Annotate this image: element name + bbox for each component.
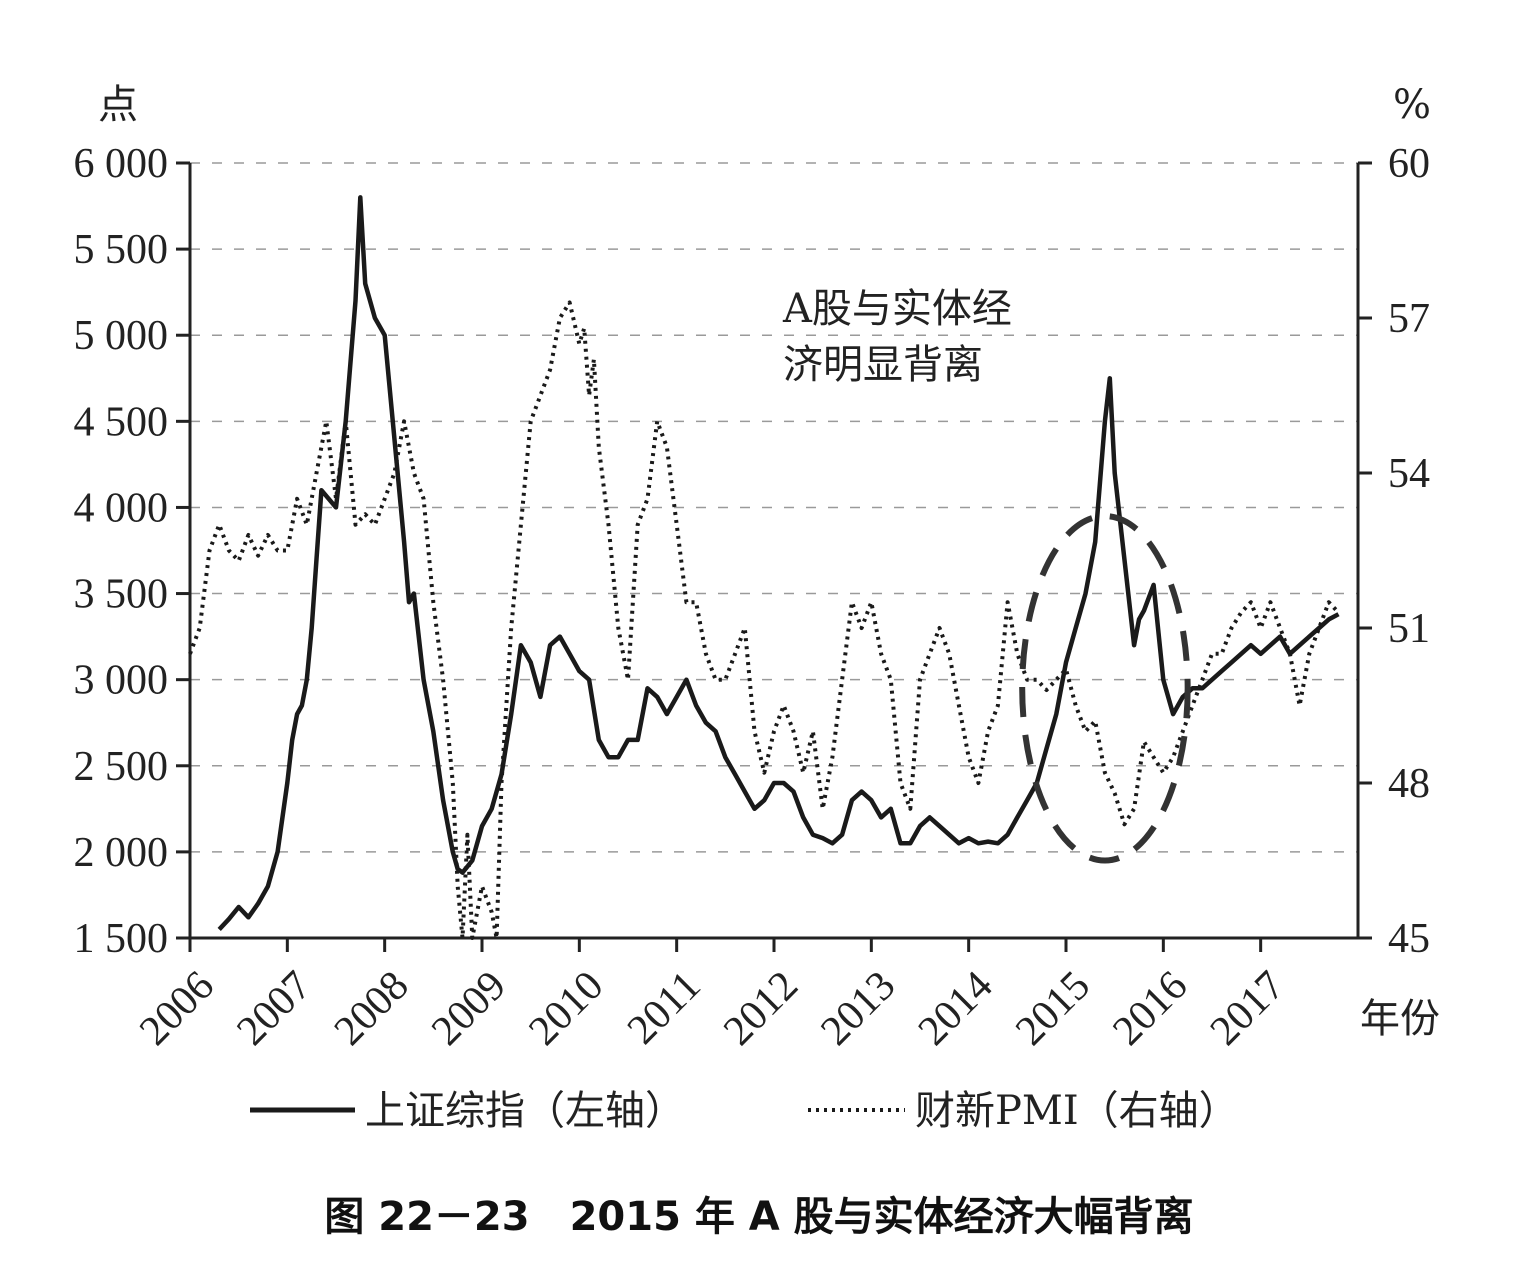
right-axis-ticks: 45 48 51 54 57 60	[1358, 141, 1430, 962]
x-tick-label: 2016	[1104, 963, 1196, 1055]
right-tick-label: 45	[1388, 916, 1430, 962]
x-tick-label: 2014	[910, 963, 1002, 1055]
annotation-line-1: A股与实体经	[782, 286, 1012, 332]
legend: 上证综指（左轴） 财新PMI（右轴）	[250, 1088, 1239, 1134]
right-tick-label: 54	[1388, 451, 1430, 497]
x-tick-label: 2012	[715, 963, 807, 1055]
left-tick-label: 3 000	[74, 658, 169, 704]
left-tick-label: 5 500	[74, 227, 169, 273]
left-tick-label: 4 000	[74, 485, 169, 531]
x-tick-label: 2011	[619, 963, 710, 1054]
x-axis-title: 年份	[1360, 996, 1440, 1042]
right-tick-label: 60	[1388, 141, 1430, 187]
x-tick-label: 2006	[131, 963, 223, 1055]
series-line-sse-composite	[217, 195, 1340, 931]
x-tick-label: 2010	[520, 963, 612, 1055]
left-tick-label: 2 500	[74, 744, 169, 790]
left-tick-label: 4 500	[74, 399, 169, 445]
series-layer	[188, 195, 1340, 940]
legend-label-pmi: 财新PMI（右轴）	[915, 1088, 1239, 1134]
x-tick-label: 2009	[423, 963, 515, 1055]
left-axis-unit: 点	[98, 82, 138, 128]
right-tick-label: 57	[1388, 296, 1430, 342]
right-tick-label: 48	[1388, 761, 1430, 807]
right-axis-unit: %	[1393, 82, 1431, 128]
left-tick-label: 6 000	[74, 141, 169, 187]
left-tick-label: 3 500	[74, 572, 169, 618]
left-axis-ticks: 1 500 2 000 2 500 3 000 3 500 4 000 4 500 5 000…	[74, 141, 190, 962]
x-tick-label: 2008	[326, 963, 418, 1055]
left-tick-label: 5 000	[74, 313, 169, 359]
left-tick-label: 1 500	[74, 916, 169, 962]
figure-caption: 图 22－23 2015 年 A 股与实体经济大幅背离	[324, 1194, 1193, 1240]
legend-label-sse: 上证综指（左轴）	[365, 1088, 685, 1134]
right-tick-label: 51	[1388, 606, 1430, 652]
divergence-highlight-ellipse	[1019, 513, 1191, 864]
annotation-line-2: 济明显背离	[783, 342, 983, 388]
series-line-caixin-pmi	[188, 300, 1340, 940]
left-tick-label: 2 000	[74, 830, 169, 876]
x-tick-label: 2015	[1007, 963, 1099, 1055]
x-tick-label: 2013	[812, 963, 904, 1055]
x-axis-ticks: 2006 2007 2008 2009 2010 2011 2012 2013 2014 2015…	[131, 938, 1294, 1054]
x-tick-label: 2017	[1202, 963, 1294, 1055]
x-tick-label: 2007	[228, 963, 320, 1055]
